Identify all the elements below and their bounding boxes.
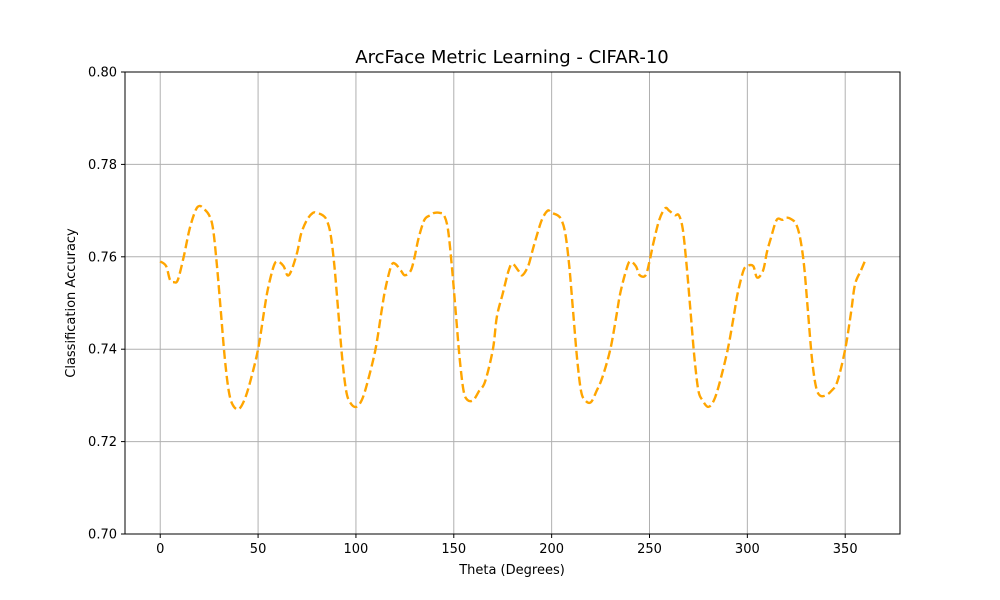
x-tick-label: 150 xyxy=(441,542,466,557)
y-tick-label: 0.70 xyxy=(88,528,117,543)
x-axis-label: Theta (Degrees) xyxy=(458,563,565,578)
plot-frame xyxy=(124,71,901,535)
y-axis-label: Classification Accuracy xyxy=(64,228,79,378)
x-tick-label: 100 xyxy=(344,542,369,557)
x-tick-label: 0 xyxy=(156,542,164,557)
y-tick-label: 0.74 xyxy=(88,343,117,358)
y-tick-label: 0.78 xyxy=(88,158,117,173)
x-tick-label: 350 xyxy=(833,542,858,557)
y-axis: 0.70 0.72 0.74 0.76 0.78 0.80 xyxy=(88,66,125,543)
chart-title: ArcFace Metric Learning - CIFAR-10 xyxy=(355,47,668,68)
y-tick-label: 0.72 xyxy=(88,435,117,450)
x-tick-label: 50 xyxy=(250,542,267,557)
x-tick-label: 200 xyxy=(539,542,564,557)
x-tick-label: 300 xyxy=(735,542,760,557)
y-tick-label: 0.80 xyxy=(88,66,117,81)
x-tick-label: 250 xyxy=(637,542,662,557)
x-axis: 0 50 100 150 200 250 300 350 xyxy=(156,534,858,557)
y-tick-label: 0.76 xyxy=(88,250,117,265)
